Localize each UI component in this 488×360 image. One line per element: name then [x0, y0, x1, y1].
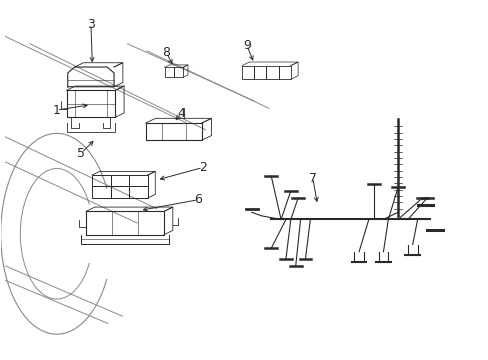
Text: 2: 2 — [199, 161, 206, 174]
Text: 5: 5 — [77, 147, 85, 159]
Text: 7: 7 — [308, 172, 316, 185]
Bar — [242, 66, 254, 79]
Bar — [111, 186, 129, 198]
Bar — [129, 186, 148, 198]
Text: 4: 4 — [177, 107, 184, 120]
Bar — [111, 175, 129, 186]
Bar — [66, 90, 115, 117]
Bar — [254, 66, 266, 79]
Bar — [129, 175, 148, 186]
Bar — [92, 175, 111, 186]
Bar — [92, 186, 111, 198]
Bar — [145, 123, 202, 140]
Bar — [278, 66, 290, 79]
Text: 6: 6 — [194, 193, 202, 206]
Bar — [266, 66, 278, 79]
Text: 8: 8 — [162, 46, 170, 59]
Text: 1: 1 — [53, 104, 61, 117]
Bar — [173, 67, 183, 77]
Text: 9: 9 — [243, 39, 250, 52]
Text: 3: 3 — [87, 18, 95, 31]
Bar — [86, 211, 163, 235]
Bar — [164, 67, 173, 77]
